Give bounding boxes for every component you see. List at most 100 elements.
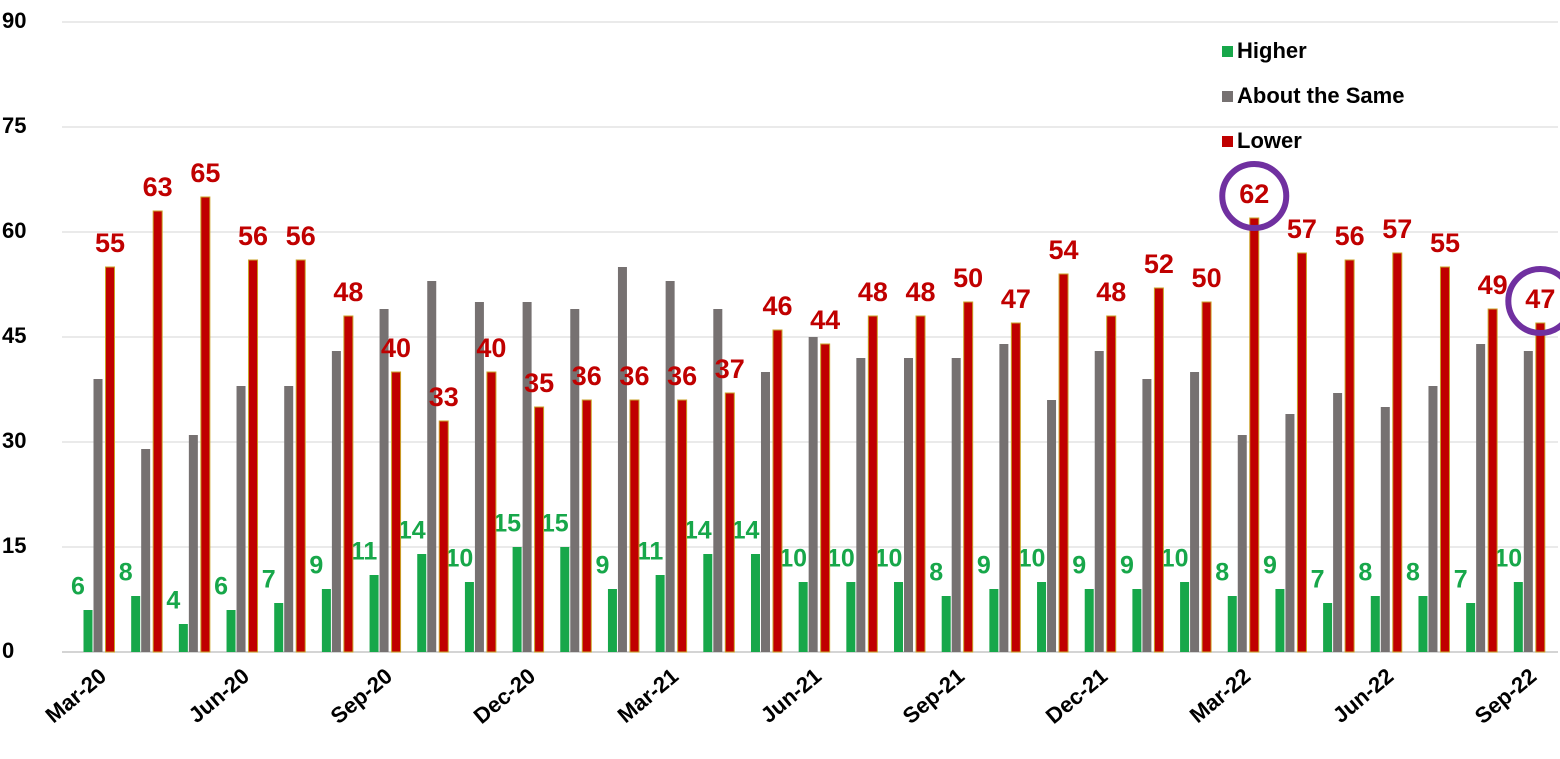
bar — [963, 301, 974, 653]
data-label: 50 — [1192, 263, 1222, 293]
y-tick-label: 15 — [2, 533, 26, 558]
data-label: 40 — [381, 333, 411, 363]
data-label: 48 — [858, 277, 888, 307]
bar — [856, 358, 866, 652]
data-label: 9 — [309, 552, 323, 580]
data-label: 9 — [977, 552, 991, 580]
bar — [1333, 393, 1343, 652]
x-tick-label: Jun-22 — [1328, 663, 1398, 728]
data-label: 8 — [119, 559, 133, 587]
bar — [295, 259, 306, 653]
highlight-circle — [1505, 266, 1560, 336]
data-label: 40 — [476, 333, 506, 363]
bar — [1428, 386, 1438, 652]
data-label: 14 — [732, 517, 760, 545]
data-label: 9 — [595, 552, 609, 580]
bar — [617, 267, 627, 652]
data-label: 9 — [1263, 552, 1277, 580]
data-label: 11 — [351, 538, 378, 566]
data-label: 8 — [1358, 559, 1372, 587]
data-label: 11 — [637, 538, 664, 566]
bar — [1476, 344, 1486, 652]
x-tick-label: Jun-20 — [184, 663, 254, 728]
bar — [369, 575, 379, 652]
data-label: 49 — [1478, 270, 1508, 300]
bar — [417, 554, 427, 652]
x-tick-label: Dec-21 — [1041, 663, 1112, 729]
bar — [1094, 351, 1104, 652]
bar — [1010, 322, 1021, 653]
bar — [1523, 351, 1533, 652]
data-label: 8 — [1215, 559, 1229, 587]
bar — [798, 582, 808, 652]
bar — [581, 399, 592, 653]
data-label: 10 — [875, 545, 903, 573]
data-label: 44 — [810, 305, 840, 335]
x-tick-label: Mar-22 — [1185, 663, 1255, 728]
x-tick-label: Dec-20 — [469, 663, 540, 729]
bar — [391, 371, 402, 653]
bar — [1190, 372, 1200, 652]
bar — [226, 610, 236, 652]
highlight-circle — [1219, 161, 1290, 231]
bar — [677, 399, 688, 653]
bar — [1153, 287, 1164, 653]
data-label: 55 — [1430, 228, 1460, 258]
bar — [904, 358, 914, 652]
bar — [512, 547, 522, 652]
bar — [941, 596, 951, 652]
bar — [1084, 589, 1094, 652]
bar — [274, 603, 284, 652]
data-label: 65 — [190, 158, 220, 188]
x-tick-label: Sep-21 — [898, 663, 969, 729]
data-label: 7 — [1311, 566, 1325, 594]
data-label: 36 — [572, 361, 602, 391]
legend-swatch — [1222, 91, 1233, 102]
data-label: 48 — [905, 277, 935, 307]
bar — [724, 392, 735, 653]
bar — [867, 315, 878, 653]
bar — [152, 210, 163, 653]
data-label: 6 — [214, 573, 228, 601]
data-label: 33 — [429, 382, 459, 412]
data-label: 47 — [1001, 284, 1031, 314]
bar — [1487, 308, 1498, 653]
bar — [486, 371, 497, 653]
bar — [1106, 315, 1117, 653]
data-label: 52 — [1144, 249, 1174, 279]
bar — [989, 589, 999, 652]
bar — [1037, 582, 1047, 652]
x-tick-label: Mar-21 — [613, 663, 683, 728]
bar — [999, 344, 1009, 652]
data-label: 14 — [684, 517, 712, 545]
y-tick-label: 0 — [2, 638, 14, 663]
data-label: 9 — [1072, 552, 1086, 580]
y-tick-label: 60 — [2, 218, 26, 243]
data-label: 54 — [1049, 235, 1079, 265]
bar — [83, 610, 93, 652]
data-label: 57 — [1382, 214, 1412, 244]
bar — [750, 554, 760, 652]
data-label: 7 — [1454, 566, 1468, 594]
bar — [1201, 301, 1212, 653]
data-label: 56 — [286, 221, 316, 251]
bar — [331, 351, 341, 652]
bar — [1047, 400, 1057, 652]
data-label: 10 — [1494, 545, 1522, 573]
bar — [560, 547, 570, 652]
bar — [772, 329, 783, 653]
bar — [1535, 322, 1546, 653]
bar — [820, 343, 831, 653]
bar — [93, 379, 103, 652]
data-label: 7 — [262, 566, 276, 594]
bar — [570, 309, 580, 652]
bar — [200, 196, 211, 653]
y-tick-label: 75 — [2, 113, 26, 138]
data-label: 55 — [95, 228, 125, 258]
bar — [1285, 414, 1295, 652]
data-label: 15 — [541, 510, 569, 538]
x-tick-label: Mar-20 — [41, 663, 111, 728]
data-label: 6 — [71, 573, 85, 601]
bar — [655, 575, 665, 652]
